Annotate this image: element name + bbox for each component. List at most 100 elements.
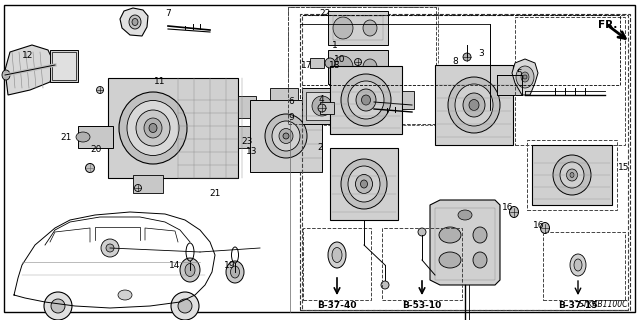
Ellipse shape — [149, 124, 157, 132]
Ellipse shape — [570, 254, 586, 276]
Text: 19: 19 — [224, 260, 236, 269]
Bar — [133, 175, 163, 193]
Ellipse shape — [44, 292, 72, 320]
Text: 7: 7 — [165, 9, 171, 18]
Text: 16: 16 — [533, 220, 545, 229]
Ellipse shape — [325, 58, 335, 68]
Ellipse shape — [360, 180, 367, 188]
Text: 21: 21 — [60, 133, 72, 142]
Bar — [238, 126, 256, 148]
Polygon shape — [430, 200, 500, 285]
Ellipse shape — [51, 299, 65, 313]
Ellipse shape — [144, 118, 162, 138]
Bar — [288, 7, 436, 124]
Bar — [108, 78, 238, 178]
Text: 15: 15 — [618, 164, 630, 172]
Ellipse shape — [332, 247, 342, 262]
Text: 13: 13 — [246, 148, 258, 156]
Bar — [543, 232, 625, 300]
Bar — [302, 88, 374, 124]
Ellipse shape — [106, 244, 114, 252]
Ellipse shape — [127, 100, 179, 156]
Bar — [330, 148, 398, 220]
Text: 4: 4 — [318, 95, 324, 105]
Text: 5: 5 — [516, 69, 522, 78]
Polygon shape — [5, 45, 55, 95]
Bar — [527, 140, 617, 210]
Ellipse shape — [333, 17, 353, 39]
Text: 17: 17 — [301, 61, 313, 70]
Ellipse shape — [355, 59, 362, 66]
Text: 6: 6 — [288, 98, 294, 107]
Text: 2: 2 — [317, 143, 323, 153]
Ellipse shape — [448, 77, 500, 133]
Text: 20: 20 — [90, 146, 102, 155]
Ellipse shape — [340, 99, 354, 113]
Bar — [302, 15, 628, 310]
Bar — [52, 52, 76, 80]
Ellipse shape — [523, 75, 527, 79]
Text: 18: 18 — [329, 61, 340, 70]
Ellipse shape — [463, 93, 485, 117]
Ellipse shape — [341, 74, 391, 126]
Ellipse shape — [439, 227, 461, 243]
Text: B-53-10: B-53-10 — [403, 301, 442, 310]
Bar — [435, 208, 495, 280]
Ellipse shape — [455, 84, 493, 126]
Ellipse shape — [553, 155, 591, 195]
Ellipse shape — [136, 110, 170, 146]
Ellipse shape — [333, 56, 353, 78]
Text: 11: 11 — [154, 76, 166, 85]
Ellipse shape — [312, 96, 332, 116]
Ellipse shape — [101, 239, 119, 257]
Ellipse shape — [86, 164, 95, 172]
Ellipse shape — [439, 252, 461, 268]
Ellipse shape — [178, 299, 192, 313]
Ellipse shape — [541, 222, 550, 234]
Ellipse shape — [328, 242, 346, 268]
Ellipse shape — [509, 206, 518, 218]
Ellipse shape — [318, 104, 326, 112]
Ellipse shape — [473, 252, 487, 268]
Bar — [330, 66, 402, 134]
Text: 3: 3 — [478, 49, 484, 58]
Ellipse shape — [362, 95, 371, 105]
Ellipse shape — [356, 89, 376, 111]
Bar — [497, 75, 522, 95]
Ellipse shape — [180, 258, 200, 282]
Text: 14: 14 — [170, 260, 180, 269]
Ellipse shape — [171, 292, 199, 320]
Ellipse shape — [348, 166, 380, 202]
Bar — [50, 50, 78, 82]
Bar — [382, 228, 462, 300]
Ellipse shape — [119, 92, 187, 164]
Polygon shape — [512, 59, 538, 95]
Bar — [435, 65, 513, 145]
Text: 9: 9 — [288, 114, 294, 123]
Bar — [333, 16, 383, 40]
Ellipse shape — [381, 281, 389, 289]
Ellipse shape — [516, 66, 534, 88]
Bar — [288, 7, 438, 125]
Bar — [328, 11, 388, 45]
Ellipse shape — [265, 114, 307, 158]
Ellipse shape — [463, 53, 471, 61]
Text: 22: 22 — [319, 9, 331, 18]
Ellipse shape — [473, 227, 487, 243]
Text: STK4B1100C: STK4B1100C — [579, 300, 628, 309]
Ellipse shape — [279, 129, 293, 143]
Bar — [300, 14, 630, 310]
Text: B-37-40: B-37-40 — [317, 301, 356, 310]
Ellipse shape — [226, 261, 244, 283]
Ellipse shape — [129, 15, 141, 29]
Ellipse shape — [363, 59, 377, 75]
Ellipse shape — [570, 172, 574, 178]
Ellipse shape — [458, 210, 472, 220]
Ellipse shape — [566, 169, 577, 181]
Ellipse shape — [283, 133, 289, 139]
Bar — [320, 102, 334, 114]
Bar — [515, 17, 625, 145]
Text: 12: 12 — [22, 51, 34, 60]
Bar — [238, 96, 256, 118]
Ellipse shape — [97, 86, 104, 93]
